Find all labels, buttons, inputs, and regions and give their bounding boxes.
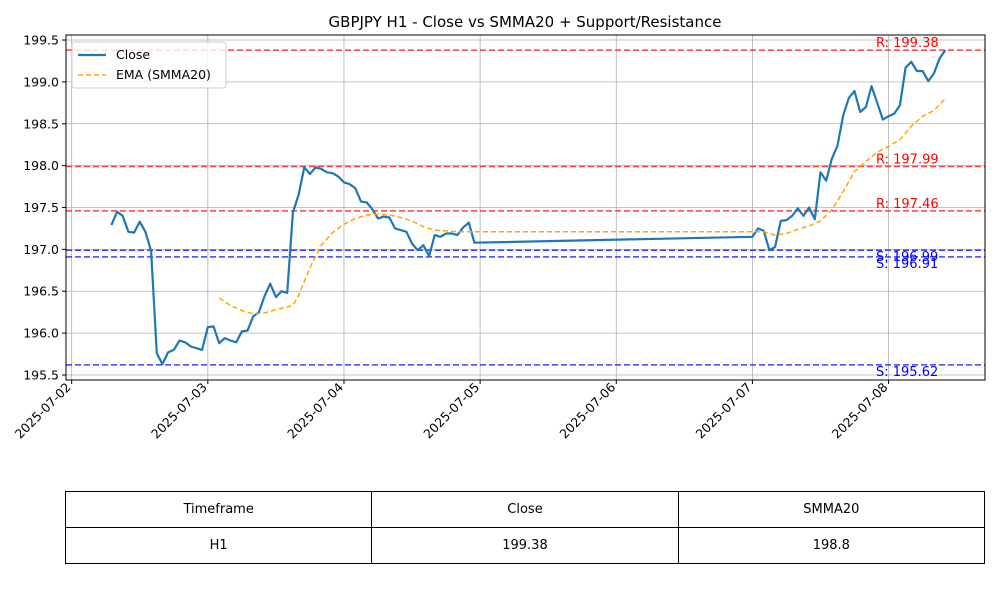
table-cell: 199.38: [371, 527, 679, 564]
y-tick-label: 199.0: [23, 74, 59, 89]
table-row: H1 199.38 198.8: [64, 527, 986, 564]
summary-table: Timeframe Close SMMA20 H1 199.38 198.8: [64, 491, 986, 564]
y-tick-label: 196.5: [23, 284, 59, 299]
x-tick-label: 2025-07-03: [148, 380, 210, 442]
x-tick-label: 2025-07-07: [693, 380, 755, 442]
table-cell: 198.8: [677, 527, 986, 564]
y-tick-label: 197.5: [23, 200, 59, 215]
smma-series-line: [218, 98, 946, 315]
y-tick-label: 195.5: [23, 367, 59, 382]
table-header-row: Timeframe Close SMMA20: [64, 491, 986, 528]
close-series-line: [110, 49, 947, 366]
resistance-label: R: 197.99: [876, 152, 939, 167]
x-tick-label: 2025-07-04: [284, 379, 346, 441]
legend-label-smma: EMA (SMMA20): [116, 67, 211, 82]
resistance-label: R: 199.38: [876, 36, 939, 51]
chart-title: GBPJPY H1 - Close vs SMMA20 + Support/Re…: [329, 13, 722, 31]
table-header-cell: Timeframe: [64, 491, 373, 528]
y-tick-label: 198.5: [23, 116, 59, 131]
resistance-label: R: 197.46: [876, 197, 939, 212]
support-label: S: 195.62: [876, 365, 938, 380]
y-tick-label: 197.0: [23, 242, 59, 257]
y-tick-label: 198.0: [23, 158, 59, 173]
legend: Close EMA (SMMA20): [71, 41, 227, 89]
legend-label-close: Close: [116, 47, 150, 62]
x-tick-label: 2025-07-06: [556, 379, 618, 441]
table-cell: H1: [64, 527, 373, 564]
x-tick-label: 2025-07-02: [12, 380, 74, 442]
x-tick-label: 2025-07-08: [829, 379, 891, 441]
legend-frame: [71, 41, 227, 89]
y-tick-label: 199.5: [23, 33, 59, 48]
table-header-cell: SMMA20: [677, 491, 986, 528]
table-header-cell: Close: [371, 491, 679, 528]
x-tick-label: 2025-07-05: [420, 380, 482, 442]
y-tick-label: 196.0: [23, 326, 59, 341]
support-label: S: 196.91: [876, 257, 938, 272]
support-label: S: 196.99: [876, 250, 938, 265]
